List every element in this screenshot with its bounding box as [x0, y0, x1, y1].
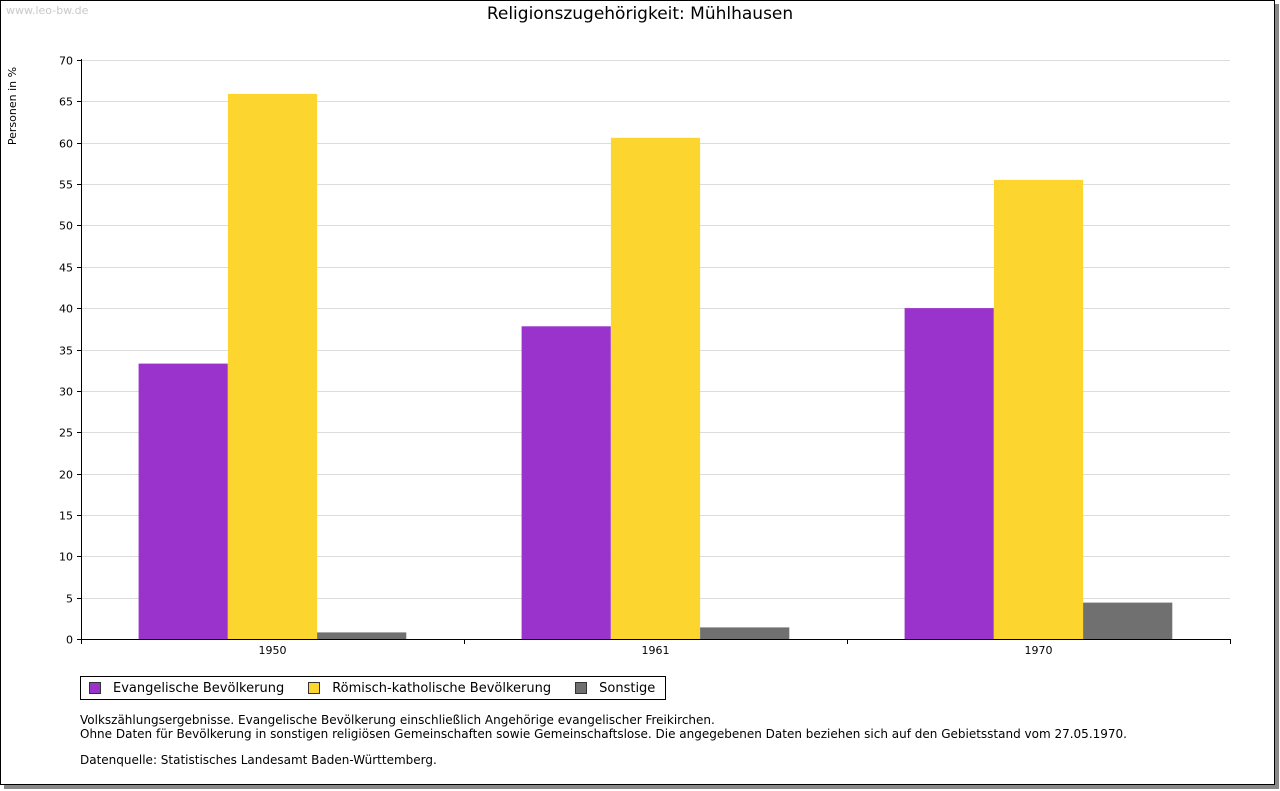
- legend: Evangelische Bevölkerung Römisch-katholi…: [80, 676, 667, 700]
- legend-label: Evangelische Bevölkerung: [113, 680, 285, 696]
- bars: [138, 93, 1173, 640]
- bar: [700, 627, 790, 639]
- y-tick-label: 35: [59, 345, 73, 358]
- legend-item-katholisch: Römisch-katholische Bevölkerung: [308, 681, 551, 696]
- y-tick-label: 70: [59, 55, 73, 68]
- legend-swatch: [308, 682, 321, 694]
- y-tick-label: 10: [59, 551, 73, 564]
- bar: [993, 179, 1084, 639]
- axes: 0 5 10 15 20 25 30 35 40 45 50 55 60 65 70 1950 1961 1970: [59, 55, 1231, 657]
- y-tick-label: 40: [59, 303, 73, 316]
- footnotes: Volkszählungsergebnisse. Evangelische Be…: [80, 713, 1127, 767]
- legend-swatch: [89, 682, 101, 694]
- y-tick-label: 15: [59, 510, 73, 523]
- y-tick-label: 65: [59, 96, 73, 109]
- footnote-line: Volkszählungsergebnisse. Evangelische Be…: [80, 713, 715, 727]
- bar: [904, 308, 994, 639]
- y-tick-label: 45: [59, 262, 73, 275]
- x-tick-label: 1950: [259, 644, 287, 657]
- y-tick-label: 30: [59, 386, 73, 399]
- bar: [1083, 602, 1173, 639]
- y-tick-label: 25: [59, 427, 73, 440]
- y-tick-label: 60: [59, 138, 73, 151]
- y-tick-label: 5: [66, 593, 73, 606]
- data-source: Datenquelle: Statistisches Landesamt Bad…: [80, 753, 437, 767]
- bar: [317, 632, 407, 639]
- bar: [227, 93, 318, 639]
- footnote-line: Ohne Daten für Bevölkerung in sonstigen …: [80, 727, 1127, 741]
- x-tick-label: 1970: [1025, 644, 1053, 657]
- watermark: www.leo-bw.de: [6, 4, 89, 17]
- bar: [521, 326, 611, 639]
- legend-swatch: [575, 682, 588, 694]
- bar: [610, 137, 701, 640]
- y-tick-label: 20: [59, 469, 73, 482]
- legend-item-sonstige: Sonstige: [575, 681, 655, 696]
- legend-label: Sonstige: [599, 680, 656, 696]
- y-tick-label: 55: [59, 179, 73, 192]
- x-tick-label: 1961: [642, 644, 670, 657]
- legend-item-evangelisch: Evangelische Bevölkerung: [89, 681, 284, 696]
- y-tick-label: 0: [66, 634, 73, 647]
- chart-title: Religionszugehörigkeit: Mühlhausen: [486, 4, 794, 24]
- legend-label: Römisch-katholische Bevölkerung: [332, 680, 552, 696]
- bar: [138, 363, 228, 639]
- y-tick-label: 50: [59, 220, 73, 233]
- y-axis-label: Personen in %: [6, 67, 19, 145]
